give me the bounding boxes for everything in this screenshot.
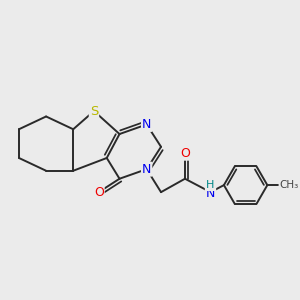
Text: O: O (94, 186, 104, 199)
Text: H: H (206, 180, 215, 190)
Text: N: N (142, 163, 151, 176)
Text: CH₃: CH₃ (279, 180, 299, 190)
Text: O: O (180, 147, 190, 160)
Text: S: S (90, 104, 98, 118)
Text: N: N (206, 187, 215, 200)
Text: N: N (142, 118, 151, 131)
